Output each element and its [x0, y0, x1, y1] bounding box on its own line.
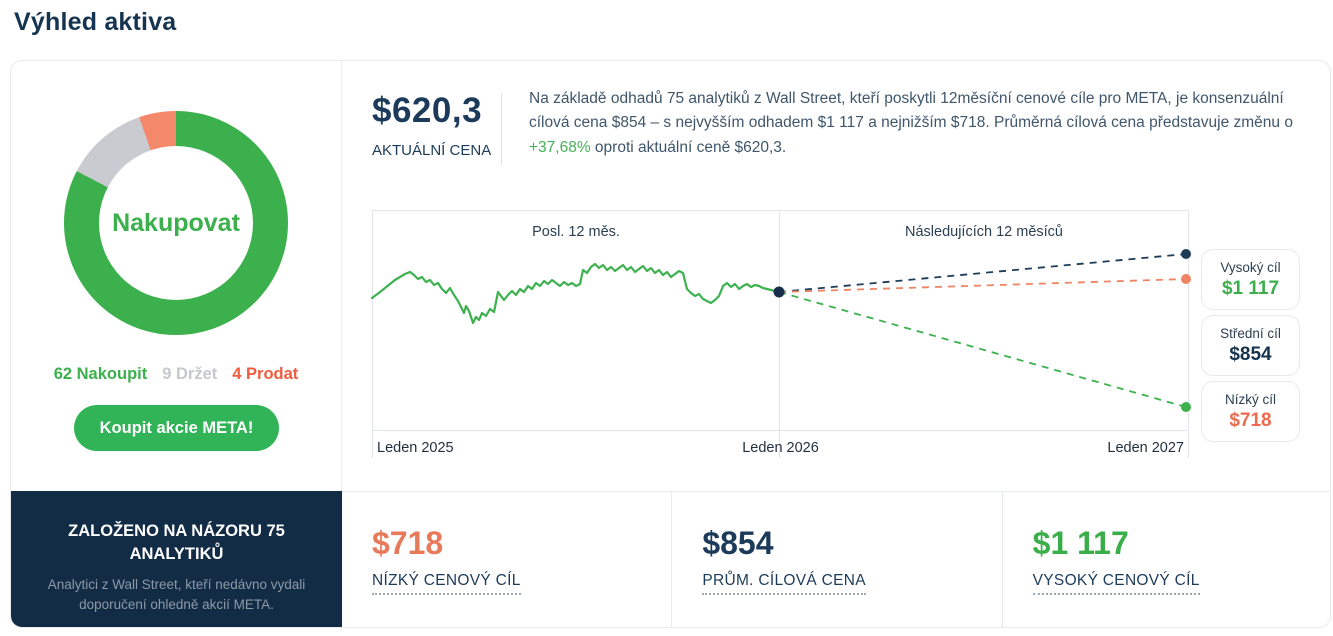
stat-label[interactable]: PRŮM. CÍLOVÁ CENA — [702, 572, 866, 595]
past-period-label: Posl. 12 měs. — [532, 224, 620, 240]
target-label: Střední cíl — [1220, 326, 1281, 341]
current-price: $620,3 — [372, 91, 483, 130]
buy-count: 62 Nakoupit — [53, 365, 148, 383]
buy-stock-button[interactable]: Koupit akcie META! — [74, 405, 279, 451]
stat-value: $718 — [372, 525, 444, 561]
tick-jan-2027: Leden 2027 — [1107, 440, 1184, 456]
target-label: Vysoký cíl — [1220, 260, 1281, 275]
tick-jan-2025: Leden 2025 — [377, 440, 454, 456]
stat-value: $1 117 — [1032, 525, 1129, 561]
summary-text-1: Na základě odhadů 75 analytiků z Wall St… — [529, 90, 1293, 132]
tick-jan-2026: Leden 2026 — [742, 440, 819, 456]
target-boxes: Vysoký cíl $1 117 Střední cíl $854 Nízký… — [1201, 249, 1300, 442]
target-value: $854 — [1229, 344, 1272, 365]
stats-row: $718 NÍZKÝ CENOVÝ CÍL $854 PRŮM. CÍLOVÁ … — [342, 491, 1330, 627]
target-label: Nízký cíl — [1224, 392, 1276, 407]
price-forecast-chart: Posl. 12 měs. Následujících 12 měsíců Le… — [370, 210, 1191, 459]
stat-high-target: $1 117 VYSOKÝ CENOVÝ CÍL — [1001, 492, 1330, 627]
x-axis-ticks: Leden 2025 Leden 2026 Leden 2027 — [377, 440, 1184, 456]
current-price-block: $620,3 AKTUÁLNÍ CENA — [372, 91, 491, 159]
analyst-basis-text: Analytici z Wall Street, kteří nedávno v… — [47, 577, 306, 613]
expected-change-value: +37,68% — [529, 138, 591, 156]
target-value: $1 117 — [1221, 278, 1280, 299]
target-box-high: Vysoký cíl $1 117 — [1201, 249, 1300, 310]
stat-label[interactable]: VYSOKÝ CENOVÝ CÍL — [1032, 572, 1200, 595]
summary-text-2: oproti aktuální ceně $620,3. — [590, 138, 787, 156]
target-box-mean: Střední cíl $854 — [1201, 315, 1300, 376]
forecast-chart-canvas — [370, 210, 1191, 458]
forecast-card: Nakupovat 62 Nakoupit 9 Držet 4 Prodat K… — [10, 60, 1331, 628]
stat-value: $854 — [702, 525, 774, 561]
consensus-donut-chart: Nakupovat — [64, 111, 288, 335]
target-box-low: Nízký cíl $718 — [1201, 381, 1300, 442]
future-period-label: Následujících 12 měsíců — [905, 224, 1063, 240]
consensus-verdict: Nakupovat — [112, 208, 240, 237]
hold-count: 9 Držet — [162, 365, 218, 383]
sell-count: 4 Prodat — [232, 365, 299, 383]
page-title: Výhled aktiva — [14, 8, 177, 36]
current-price-label: AKTUÁLNÍ CENA — [372, 142, 492, 159]
target-value: $718 — [1229, 410, 1272, 431]
stat-label[interactable]: NÍZKÝ CENOVÝ CÍL — [372, 572, 521, 595]
analyst-basis-panel: ZALOŽENO NA NÁZORU 75 ANALYTIKŮ Analytic… — [11, 491, 342, 627]
analyst-summary: Na základě odhadů 75 analytiků z Wall St… — [529, 87, 1307, 160]
donut-hole — [99, 146, 253, 300]
ratings-row: 62 Nakoupit 9 Držet 4 Prodat — [11, 365, 341, 384]
stat-low-target: $718 NÍZKÝ CENOVÝ CÍL — [342, 492, 671, 627]
consensus-panel: Nakupovat 62 Nakoupit 9 Držet 4 Prodat K… — [11, 61, 342, 627]
vertical-divider — [501, 94, 502, 166]
analyst-basis-title: ZALOŽENO NA NÁZORU 75 ANALYTIKŮ — [68, 522, 285, 564]
stat-mean-target: $854 PRŮM. CÍLOVÁ CENA — [671, 492, 1001, 627]
